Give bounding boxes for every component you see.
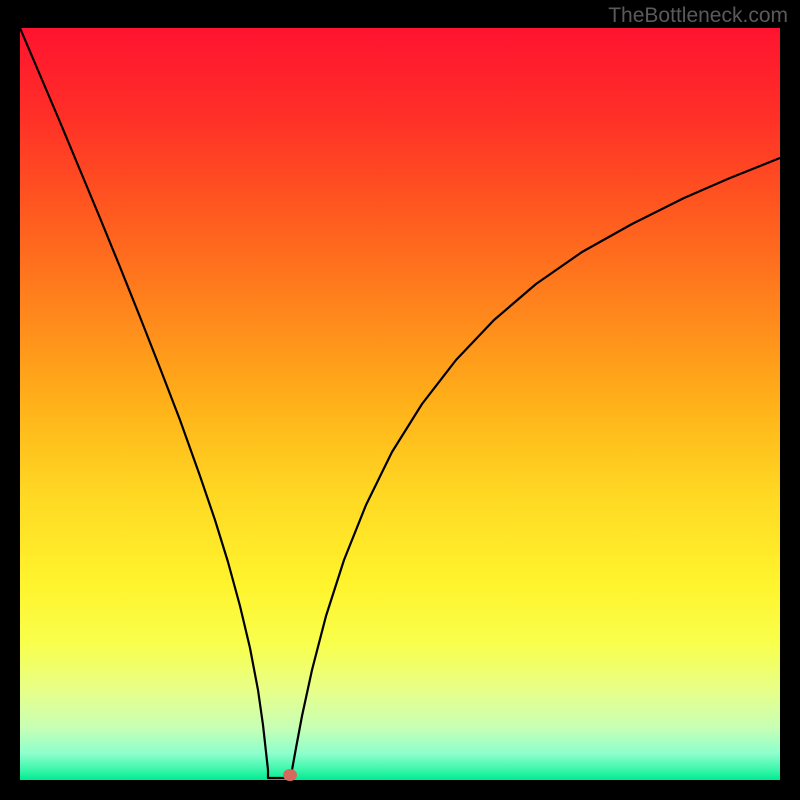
plot-background xyxy=(20,28,780,780)
watermark-text: TheBottleneck.com xyxy=(608,4,788,28)
optimum-marker xyxy=(283,769,297,781)
chart-container: TheBottleneck.com xyxy=(0,0,800,800)
bottleneck-curve-chart xyxy=(0,0,800,800)
